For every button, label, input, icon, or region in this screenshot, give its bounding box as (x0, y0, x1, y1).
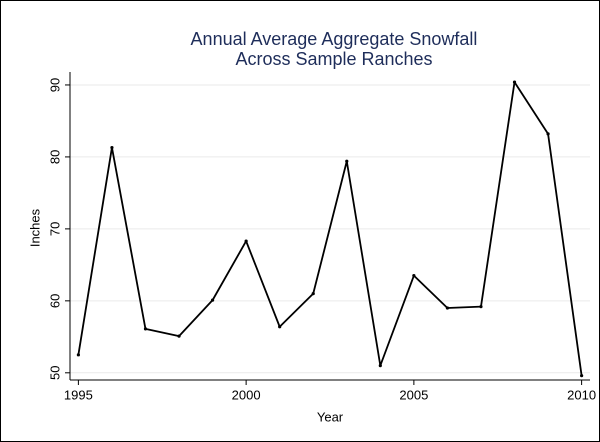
y-axis-label: Inches (27, 208, 42, 247)
y-tick-label: 60 (47, 294, 62, 308)
point (143, 327, 148, 331)
x-tick-label: 2010 (567, 387, 596, 402)
point (378, 364, 382, 368)
x-axis-label: Year (317, 409, 344, 424)
x-tick-label: 2000 (232, 387, 261, 402)
point (345, 159, 349, 163)
point (278, 325, 282, 329)
series-line (77, 81, 583, 376)
x-tick-label: 1995 (64, 387, 93, 402)
y-tick-label: 70 (47, 222, 62, 236)
point (76, 353, 80, 357)
point (311, 292, 315, 296)
point (412, 274, 416, 278)
x-tick-label: 2005 (399, 387, 428, 402)
point (210, 298, 215, 302)
point (479, 304, 483, 309)
point (580, 374, 584, 378)
y-tick-label: 50 (47, 366, 62, 380)
chart-title: Annual Average Aggregate Snowfall (191, 29, 478, 49)
y-tick-label: 80 (47, 150, 62, 164)
point (110, 145, 114, 150)
chart-subtitle: Across Sample Ranches (235, 49, 432, 69)
y-tick-label: 90 (47, 78, 62, 92)
point (177, 334, 181, 338)
point (512, 80, 517, 84)
point (445, 306, 450, 310)
point (244, 239, 248, 243)
point (546, 132, 550, 136)
